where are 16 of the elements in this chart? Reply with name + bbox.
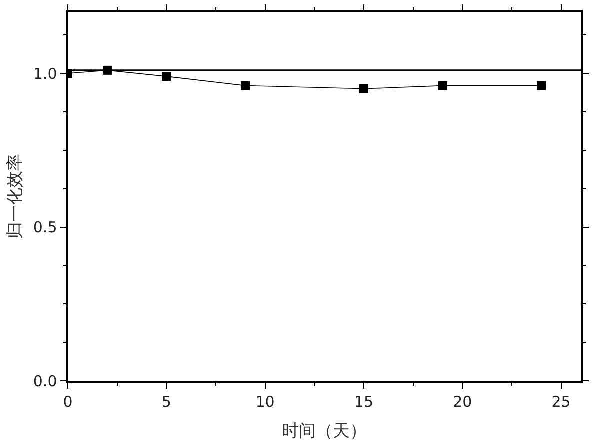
x-tick-label: 25 — [552, 392, 571, 411]
x-tick-label: 10 — [256, 392, 275, 411]
point — [162, 72, 172, 82]
y-tick-label: 1.0 — [33, 64, 58, 83]
y-tick-label: 0.0 — [33, 372, 58, 390]
point — [241, 81, 250, 90]
point — [438, 81, 448, 90]
x-tick-label: 0 — [63, 392, 73, 411]
point — [359, 84, 368, 94]
x-axis-title: 时间（天） — [282, 422, 367, 442]
x-tick-label: 20 — [453, 392, 472, 411]
y-axis-title: 归一化效率 — [5, 154, 26, 239]
y-tick-label: 0.5 — [33, 218, 58, 236]
point — [537, 81, 546, 90]
x-tick-label: 5 — [162, 392, 172, 411]
x-tick-label: 15 — [354, 392, 374, 411]
